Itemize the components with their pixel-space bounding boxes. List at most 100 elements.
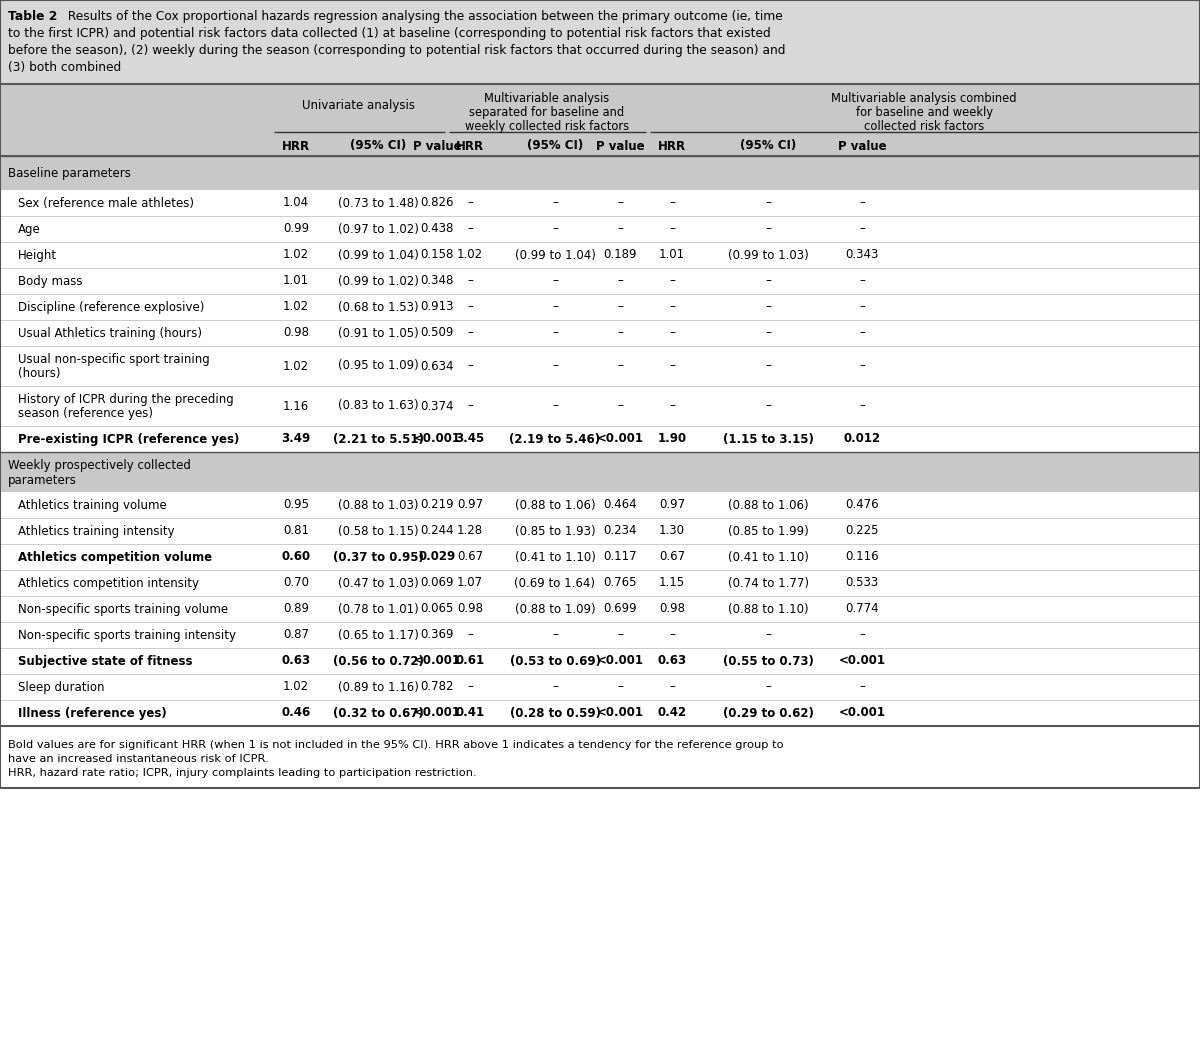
Text: 0.234: 0.234 [604,524,637,537]
Text: –: – [859,197,865,210]
Text: –: – [670,680,674,694]
Text: Usual Athletics training (hours): Usual Athletics training (hours) [18,326,202,339]
Text: (0.65 to 1.17): (0.65 to 1.17) [337,629,419,641]
Text: Usual non-specific sport training: Usual non-specific sport training [18,353,210,365]
Text: –: – [766,197,770,210]
Text: Athletics competition intensity: Athletics competition intensity [18,576,199,590]
Text: Athletics competition volume: Athletics competition volume [18,551,212,563]
Text: (0.88 to 1.03): (0.88 to 1.03) [337,498,419,512]
Bar [0,0,1200,84]
Text: 1.02: 1.02 [457,249,484,261]
Text: HRR: HRR [658,139,686,153]
Text: 0.913: 0.913 [420,300,454,314]
Text: –: – [766,680,770,694]
Bar [0,648,1200,674]
Text: 0.343: 0.343 [845,249,878,261]
Text: –: – [617,222,623,236]
Text: –: – [552,222,558,236]
Text: –: – [617,680,623,694]
Text: –: – [467,629,473,641]
Text: Non-specific sports training volume: Non-specific sports training volume [18,602,228,616]
Text: –: – [859,222,865,236]
Text: 0.158: 0.158 [420,249,454,261]
Text: P value: P value [595,139,644,153]
Text: (0.56 to 0.72): (0.56 to 0.72) [332,655,424,668]
Text: –: – [552,326,558,339]
Text: –: – [859,629,865,641]
Text: 0.774: 0.774 [845,602,878,616]
Text: –: – [670,399,674,413]
Text: 0.533: 0.533 [845,576,878,590]
Text: –: – [859,275,865,287]
Text: 0.765: 0.765 [604,576,637,590]
Text: parameters: parameters [8,474,77,488]
Text: Weekly prospectively collected: Weekly prospectively collected [8,459,191,473]
Text: Table 2: Table 2 [8,9,58,23]
Text: 3.45: 3.45 [455,433,485,445]
Text: (0.89 to 1.16): (0.89 to 1.16) [337,680,419,694]
Text: Bold values are for significant HRR (when 1 is not included in the 95% CI). HRR : Bold values are for significant HRR (whe… [8,740,784,750]
Text: Age: Age [18,222,41,236]
Text: (0.85 to 1.93): (0.85 to 1.93) [515,524,595,537]
Bar [0,570,1200,596]
Text: (0.69 to 1.64): (0.69 to 1.64) [515,576,595,590]
Text: Sleep duration: Sleep duration [18,680,104,694]
Bar [0,269,1200,294]
Text: 0.369: 0.369 [420,629,454,641]
Text: –: – [766,629,770,641]
Text: 0.98: 0.98 [659,602,685,616]
Text: 1.01: 1.01 [659,249,685,261]
Text: 0.438: 0.438 [420,222,454,236]
Text: –: – [467,326,473,339]
Text: –: – [859,300,865,314]
Text: 1.02: 1.02 [283,300,310,314]
Text: –: – [670,275,674,287]
Text: –: – [766,326,770,339]
Text: (0.99 to 1.04): (0.99 to 1.04) [515,249,595,261]
Text: (0.99 to 1.04): (0.99 to 1.04) [337,249,419,261]
Text: –: – [766,275,770,287]
Text: 0.117: 0.117 [604,551,637,563]
Text: HRR: HRR [282,139,310,153]
Text: (95% CI): (95% CI) [527,139,583,153]
Text: –: – [617,300,623,314]
Text: Athletics training intensity: Athletics training intensity [18,524,175,537]
Text: 0.98: 0.98 [457,602,482,616]
Text: 0.244: 0.244 [420,524,454,537]
Bar [0,216,1200,242]
Text: 1.04: 1.04 [283,197,310,210]
Text: –: – [552,680,558,694]
Bar [0,492,1200,518]
Text: 0.029: 0.029 [419,551,456,563]
Text: 1.02: 1.02 [283,249,310,261]
Bar [0,596,1200,622]
Bar [0,386,1200,426]
Text: –: – [617,399,623,413]
Text: –: – [467,197,473,210]
Text: 1.28: 1.28 [457,524,484,537]
Text: Body mass: Body mass [18,275,83,287]
Text: –: – [467,359,473,373]
Text: 0.70: 0.70 [283,576,310,590]
Text: (3) both combined: (3) both combined [8,61,121,74]
Text: –: – [552,629,558,641]
Text: (0.74 to 1.77): (0.74 to 1.77) [727,576,809,590]
Text: History of ICPR during the preceding: History of ICPR during the preceding [18,393,234,405]
Text: 0.67: 0.67 [659,551,685,563]
Text: 0.189: 0.189 [604,249,637,261]
Text: (1.15 to 3.15): (1.15 to 3.15) [722,433,814,445]
Text: –: – [467,275,473,287]
Text: <0.001: <0.001 [414,707,461,719]
Text: Multivariable analysis: Multivariable analysis [485,92,610,105]
Text: 1.90: 1.90 [658,433,686,445]
Text: 0.634: 0.634 [420,359,454,373]
Text: (0.97 to 1.02): (0.97 to 1.02) [337,222,419,236]
Text: 0.97: 0.97 [457,498,484,512]
Bar [0,518,1200,544]
Text: 0.63: 0.63 [658,655,686,668]
Text: <0.001: <0.001 [839,655,886,668]
Text: <0.001: <0.001 [839,707,886,719]
Text: –: – [617,629,623,641]
Text: (0.99 to 1.03): (0.99 to 1.03) [727,249,809,261]
Text: 0.63: 0.63 [282,655,311,668]
